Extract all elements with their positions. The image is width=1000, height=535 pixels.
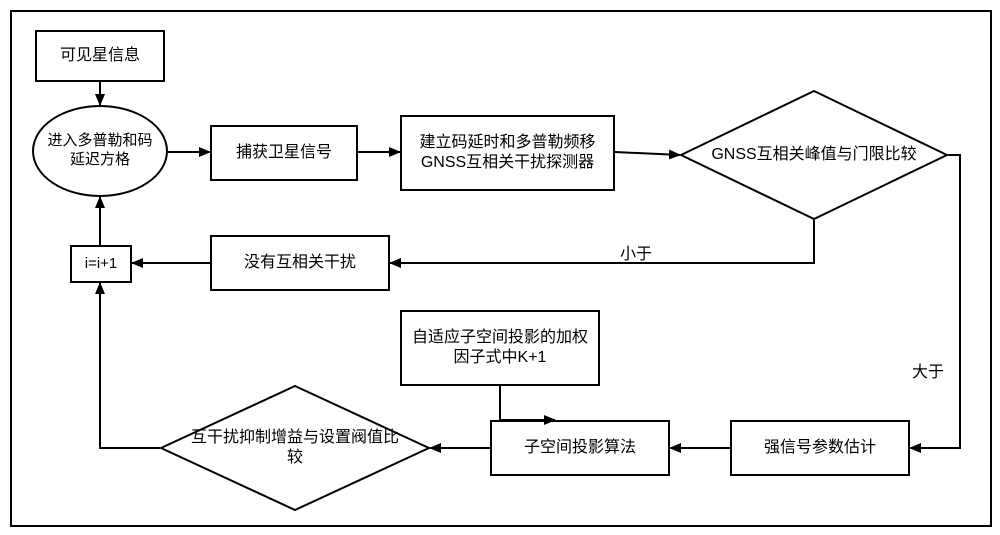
node-visible-star-info: 可见星信息 bbox=[35, 30, 165, 82]
node-label: 自适应子空间投影的加权因子式中K+1 bbox=[408, 328, 592, 368]
node-doppler-grid: 进入多普勒和码延迟方格 bbox=[32, 105, 168, 197]
node-strong-signal: 强信号参数估计 bbox=[730, 420, 910, 476]
node-no-interference: 没有互相关干扰 bbox=[210, 235, 390, 291]
node-label: 进入多普勒和码延迟方格 bbox=[42, 132, 158, 170]
node-label: i=i+1 bbox=[85, 255, 118, 274]
edge-label-less-than: 小于 bbox=[620, 240, 652, 264]
node-label: 互干扰抑制增益与设置阀值比较 bbox=[188, 428, 402, 468]
node-label: 子空间投影算法 bbox=[524, 438, 636, 458]
node-label: 强信号参数估计 bbox=[764, 438, 876, 458]
edge-label-greater-than: 大于 bbox=[912, 358, 944, 382]
node-subspace-algo: 子空间投影算法 bbox=[490, 420, 670, 476]
node-increment-i: i=i+1 bbox=[70, 245, 132, 283]
node-capture-signal: 捕获卫星信号 bbox=[210, 125, 358, 181]
node-label: 捕获卫星信号 bbox=[236, 143, 332, 163]
node-detector: 建立码延时和多普勒频移GNSS互相关干扰探测器 bbox=[400, 115, 615, 191]
node-label: GNSS互相关峰值与门限比较 bbox=[711, 145, 916, 165]
node-label: 建立码延时和多普勒频移GNSS互相关干扰探测器 bbox=[408, 133, 607, 173]
node-label: 可见星信息 bbox=[60, 46, 140, 66]
node-compare-threshold: GNSS互相关峰值与门限比较 bbox=[680, 90, 948, 220]
node-k-plus-1: 自适应子空间投影的加权因子式中K+1 bbox=[400, 310, 600, 386]
node-label: 没有互相关干扰 bbox=[244, 253, 356, 273]
node-compare-gain: 互干扰抑制增益与设置阀值比较 bbox=[160, 385, 430, 511]
